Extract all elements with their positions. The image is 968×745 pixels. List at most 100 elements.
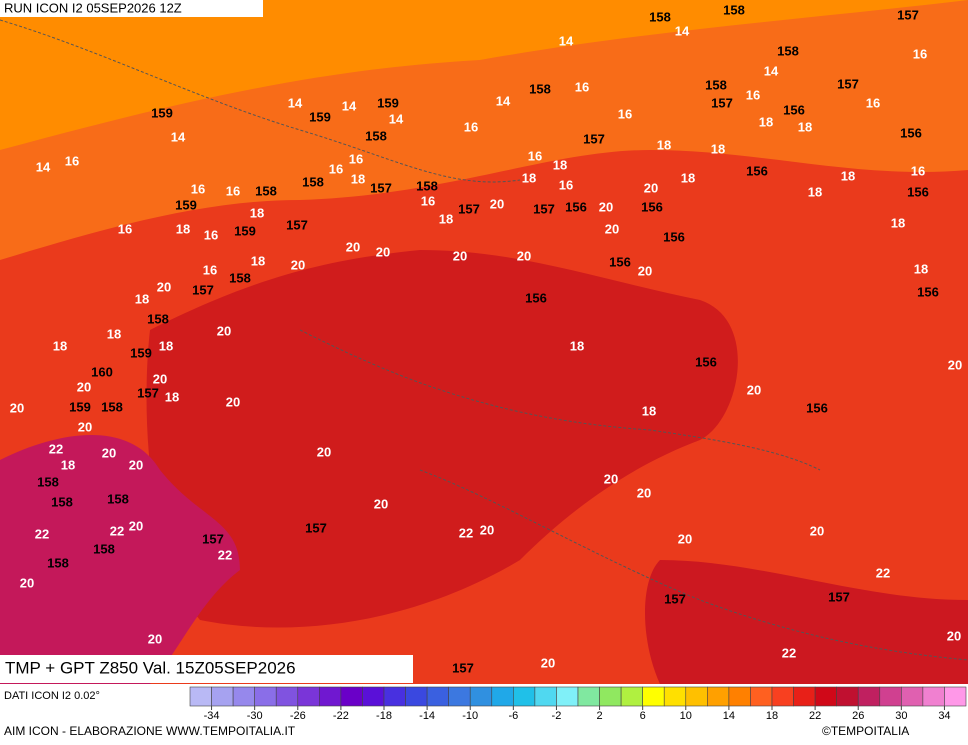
height-label: 158	[255, 183, 277, 198]
colorbar-swatch	[771, 686, 794, 707]
colorbar-swatch	[944, 686, 967, 707]
height-label: 158	[107, 491, 129, 506]
core-zone	[146, 250, 738, 628]
colorbar-tick-label: -10	[462, 710, 478, 722]
colorbar-swatch	[275, 686, 299, 707]
run-box	[0, 0, 263, 17]
colorbar-swatch	[685, 686, 708, 707]
temp-label: 20	[517, 248, 531, 263]
temp-label: 20	[346, 239, 360, 254]
temp-label: 18	[522, 170, 536, 185]
height-label: 156	[695, 354, 717, 369]
colorbar-swatch	[383, 686, 406, 707]
temp-label: 20	[129, 518, 143, 533]
temp-label: 20	[217, 323, 231, 338]
temp-label: 20	[638, 263, 652, 278]
temp-label: 18	[351, 171, 365, 186]
height-label: 156	[917, 284, 939, 299]
colorbar-swatch	[319, 686, 342, 707]
temp-label: 20	[376, 244, 390, 259]
colorbar-swatch	[642, 686, 665, 707]
temp-label: 16	[911, 163, 925, 178]
height-label: 159	[234, 223, 256, 238]
height-label: 159	[309, 109, 331, 124]
temp-label: 16	[528, 148, 542, 163]
temp-label: 14	[559, 33, 574, 48]
temp-label: 20	[453, 248, 467, 263]
colorbar-tick-label: -30	[247, 710, 263, 722]
run-label: RUN ICON I2 05SEP2026 12Z	[4, 0, 182, 15]
source-label: DATI ICON I2 0.02°	[4, 690, 100, 702]
height-label: 158	[705, 77, 727, 92]
temp-label: 16	[191, 181, 205, 196]
temp-label: 14	[496, 93, 511, 108]
temp-label: 20	[637, 485, 651, 500]
temp-label: 18	[808, 184, 822, 199]
temp-label: 18	[250, 205, 264, 220]
temp-label: 22	[49, 441, 63, 456]
temp-label: 20	[541, 655, 555, 670]
temp-label: 20	[480, 522, 494, 537]
temp-label: 22	[218, 547, 232, 562]
colorbar-swatch	[491, 686, 514, 707]
height-label: 158	[723, 2, 745, 17]
colorbar-tick-label: -14	[419, 710, 435, 722]
colorbar-swatch	[340, 686, 363, 707]
temp-label: 20	[10, 400, 24, 415]
temp-label: 22	[876, 565, 890, 580]
colorbar-swatch	[620, 686, 643, 707]
temp-label: 20	[153, 371, 167, 386]
colorbar-swatch	[901, 686, 924, 707]
temp-label: 14	[764, 63, 779, 78]
temp-label: 16	[203, 262, 217, 277]
colorbar-swatch	[426, 686, 449, 707]
temp-label: 20	[678, 531, 692, 546]
temp-label: 22	[35, 526, 49, 541]
temp-label: 18	[891, 215, 905, 230]
colorbar-swatch	[211, 686, 234, 707]
temp-label: 18	[135, 291, 149, 306]
height-label: 156	[663, 229, 685, 244]
temp-label: 18	[642, 403, 656, 418]
colorbar-swatch	[362, 686, 385, 707]
temp-label: 14	[171, 129, 186, 144]
colorbar-tick-label: 30	[895, 710, 907, 722]
temp-label: 14	[36, 159, 51, 174]
height-label: 157	[533, 201, 555, 216]
height-label: 159	[175, 197, 197, 212]
colorbar-tick-label: 18	[766, 710, 778, 722]
height-label: 159	[151, 105, 173, 120]
temp-label: 20	[291, 257, 305, 272]
colorbar-swatch	[922, 686, 945, 707]
core-zone-east	[645, 560, 968, 684]
temp-label: 20	[599, 199, 613, 214]
colorbar-swatch	[728, 686, 751, 707]
colorbar-tick-label: -18	[376, 710, 392, 722]
temp-label: 18	[159, 338, 173, 353]
colorbar-swatch	[707, 686, 730, 707]
temp-label: 20	[20, 575, 34, 590]
height-label: 159	[130, 345, 152, 360]
colorbar-swatch	[534, 686, 557, 707]
temp-label: 22	[459, 525, 473, 540]
temp-label: 22	[110, 523, 124, 538]
temp-label: 18	[53, 338, 67, 353]
height-label: 159	[377, 95, 399, 110]
temp-label: 18	[165, 389, 179, 404]
temp-label: 16	[204, 227, 218, 242]
height-label: 156	[641, 199, 663, 214]
temp-label: 20	[490, 196, 504, 211]
temp-label: 20	[605, 221, 619, 236]
height-label: 156	[525, 290, 547, 305]
temp-label: 16	[421, 193, 435, 208]
colorbar-tick-label: 34	[938, 710, 950, 722]
height-label: 157	[286, 217, 308, 232]
temp-label: 20	[226, 394, 240, 409]
height-label: 157	[711, 95, 733, 110]
height-label: 156	[783, 102, 805, 117]
colorbar-swatch	[599, 686, 622, 707]
temp-label: 20	[129, 457, 143, 472]
height-label: 158	[777, 43, 799, 58]
temp-label: 14	[342, 98, 357, 113]
